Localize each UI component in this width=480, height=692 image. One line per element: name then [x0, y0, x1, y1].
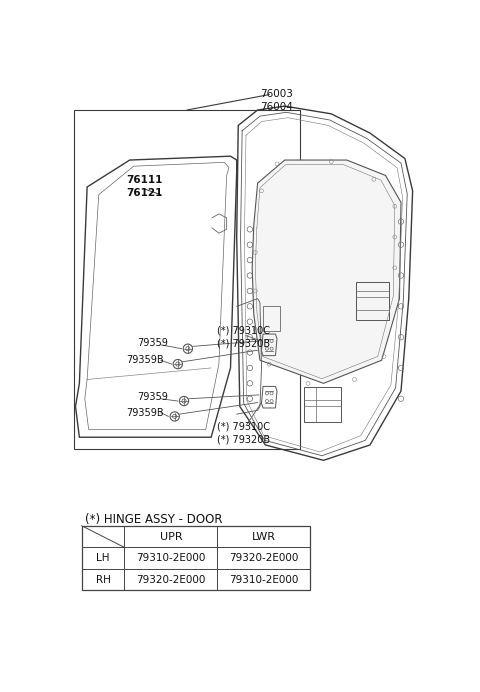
Text: UPR: UPR	[159, 531, 182, 542]
Text: LWR: LWR	[252, 531, 276, 542]
Text: 79359: 79359	[137, 338, 168, 348]
Text: 79359B: 79359B	[126, 355, 164, 365]
Text: 76111
76121: 76111 76121	[126, 176, 162, 198]
Bar	[82, 526, 311, 590]
Text: 79310-2E000: 79310-2E000	[136, 553, 205, 563]
Bar	[263, 307, 280, 331]
Text: RH: RH	[96, 574, 110, 585]
Text: 79320-2E000: 79320-2E000	[229, 553, 299, 563]
Text: 79359: 79359	[137, 392, 168, 402]
Polygon shape	[252, 160, 401, 383]
Text: (*) 79310C
(*) 79320B: (*) 79310C (*) 79320B	[216, 422, 270, 445]
Text: (*) HINGE ASSY - DOOR: (*) HINGE ASSY - DOOR	[85, 513, 222, 526]
Text: 79310-2E000: 79310-2E000	[229, 574, 299, 585]
Text: LH: LH	[96, 553, 110, 563]
Text: 79320-2E000: 79320-2E000	[136, 574, 205, 585]
Bar	[304, 388, 341, 422]
Text: (*) 79310C
(*) 79320B: (*) 79310C (*) 79320B	[216, 326, 270, 348]
Bar	[74, 110, 300, 449]
Text: 76003
76004: 76003 76004	[261, 89, 293, 111]
Text: 79359B: 79359B	[126, 408, 164, 417]
Bar	[356, 282, 389, 320]
